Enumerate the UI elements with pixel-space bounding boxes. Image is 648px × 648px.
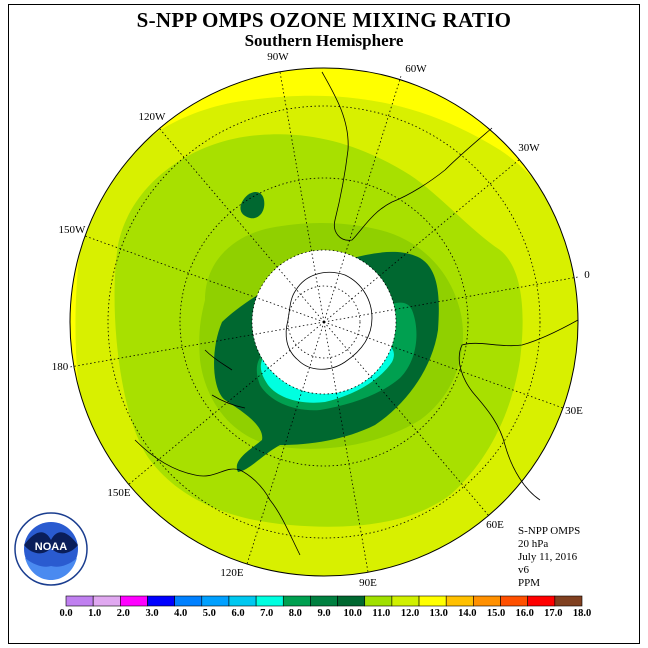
- coast-antarctica: [285, 271, 373, 370]
- legend-swatch: [120, 595, 148, 607]
- legend-tick-label: 8.0: [288, 608, 302, 619]
- legend-colorbar: [65, 595, 583, 607]
- info-pressure: 20 hPa: [518, 538, 549, 550]
- legend-tick-label: 9.0: [317, 608, 331, 619]
- legend-swatch: [255, 595, 284, 607]
- legend-swatch: [418, 595, 447, 607]
- ozone-field: [70, 68, 578, 576]
- lon-90w: 90W: [267, 51, 289, 63]
- lon-0: 0: [584, 269, 590, 281]
- legend-swatch: [391, 595, 420, 607]
- legend-swatch: [201, 595, 230, 607]
- legend-tick-labels: 0.0 1.0 2.0 3.0 4.0 5.0 6.0 7.0 8.0 9.0 10.0 11.0 12…: [0, 608, 648, 622]
- legend-swatch: [364, 595, 393, 607]
- legend-tick-label: 16.0: [515, 608, 534, 619]
- legend-tick-label: 11.0: [372, 608, 391, 619]
- legend-swatch: [527, 595, 556, 607]
- graticule: [69, 71, 579, 573]
- lon-120w: 120W: [139, 111, 167, 123]
- legend-tick-label: 10.0: [343, 608, 362, 619]
- legend-tick-label: 17.0: [544, 608, 563, 619]
- legend-swatch: [92, 595, 121, 607]
- legend-tick-label: 15.0: [486, 608, 506, 619]
- legend-tick-label: 7.0: [260, 608, 274, 619]
- legend-swatch: [65, 595, 94, 607]
- lon-90e: 90E: [359, 577, 377, 589]
- lon-30w: 30W: [518, 142, 540, 154]
- legend-tick-label: 12.0: [400, 608, 420, 619]
- legend-tick-label: 6.0: [231, 608, 245, 619]
- legend-tick-label: 5.0: [202, 608, 216, 619]
- noaa-logo: NOAA: [14, 512, 88, 586]
- legend-tick-label: 0.0: [59, 608, 73, 619]
- map-subtitle: Southern Hemisphere: [244, 31, 404, 50]
- figure-frame: [8, 4, 640, 644]
- legend-tick-label: 14.0: [458, 608, 477, 619]
- legend-swatch: [500, 595, 528, 607]
- map-title: S-NPP OMPS OZONE MIXING RATIO: [136, 8, 512, 32]
- lon-30e: 30E: [565, 405, 583, 417]
- band-9-10-blob: [240, 191, 265, 219]
- legend-swatch: [228, 595, 257, 607]
- legend-swatch: [337, 595, 366, 607]
- legend-swatch: [473, 595, 501, 607]
- lon-150e: 150E: [107, 487, 131, 499]
- legend-swatch: [147, 595, 175, 607]
- map-border: [69, 67, 579, 577]
- lon-150w: 150W: [59, 224, 87, 236]
- legend-swatch: [310, 595, 338, 607]
- coast-south-america: [321, 71, 493, 241]
- legend-tick-label: 4.0: [174, 608, 188, 619]
- coastlines: [134, 71, 579, 556]
- legend-tick-label: 13.0: [429, 608, 448, 619]
- legend-tick-label: 1.0: [88, 608, 102, 619]
- coast-australia: [134, 439, 301, 556]
- legend-tick-label: 2.0: [116, 608, 130, 619]
- legend-tick-label: 3.0: [145, 608, 159, 619]
- legend-swatch: [445, 595, 474, 607]
- logo-wordmark: NOAA: [35, 541, 67, 553]
- legend-swatch: [174, 595, 203, 607]
- info-date: July 11, 2016: [518, 551, 578, 563]
- legend-tick-label: 18.0: [572, 608, 592, 619]
- coast-new-zealand: [204, 349, 246, 409]
- lon-60e: 60E: [486, 519, 504, 531]
- lon-180: 180: [52, 361, 69, 373]
- info-version: v6: [518, 564, 529, 576]
- info-instrument: S-NPP OMPS: [518, 525, 581, 537]
- legend-swatch: [282, 595, 311, 607]
- lon-60w: 60W: [405, 63, 427, 75]
- info-block: S-NPP OMPS 20 hPa July 11, 2016 v6 PPM: [518, 525, 580, 590]
- lon-120e: 120E: [220, 567, 244, 579]
- legend-swatch: [554, 595, 583, 607]
- coast-africa: [458, 319, 579, 501]
- info-units: PPM: [518, 577, 541, 589]
